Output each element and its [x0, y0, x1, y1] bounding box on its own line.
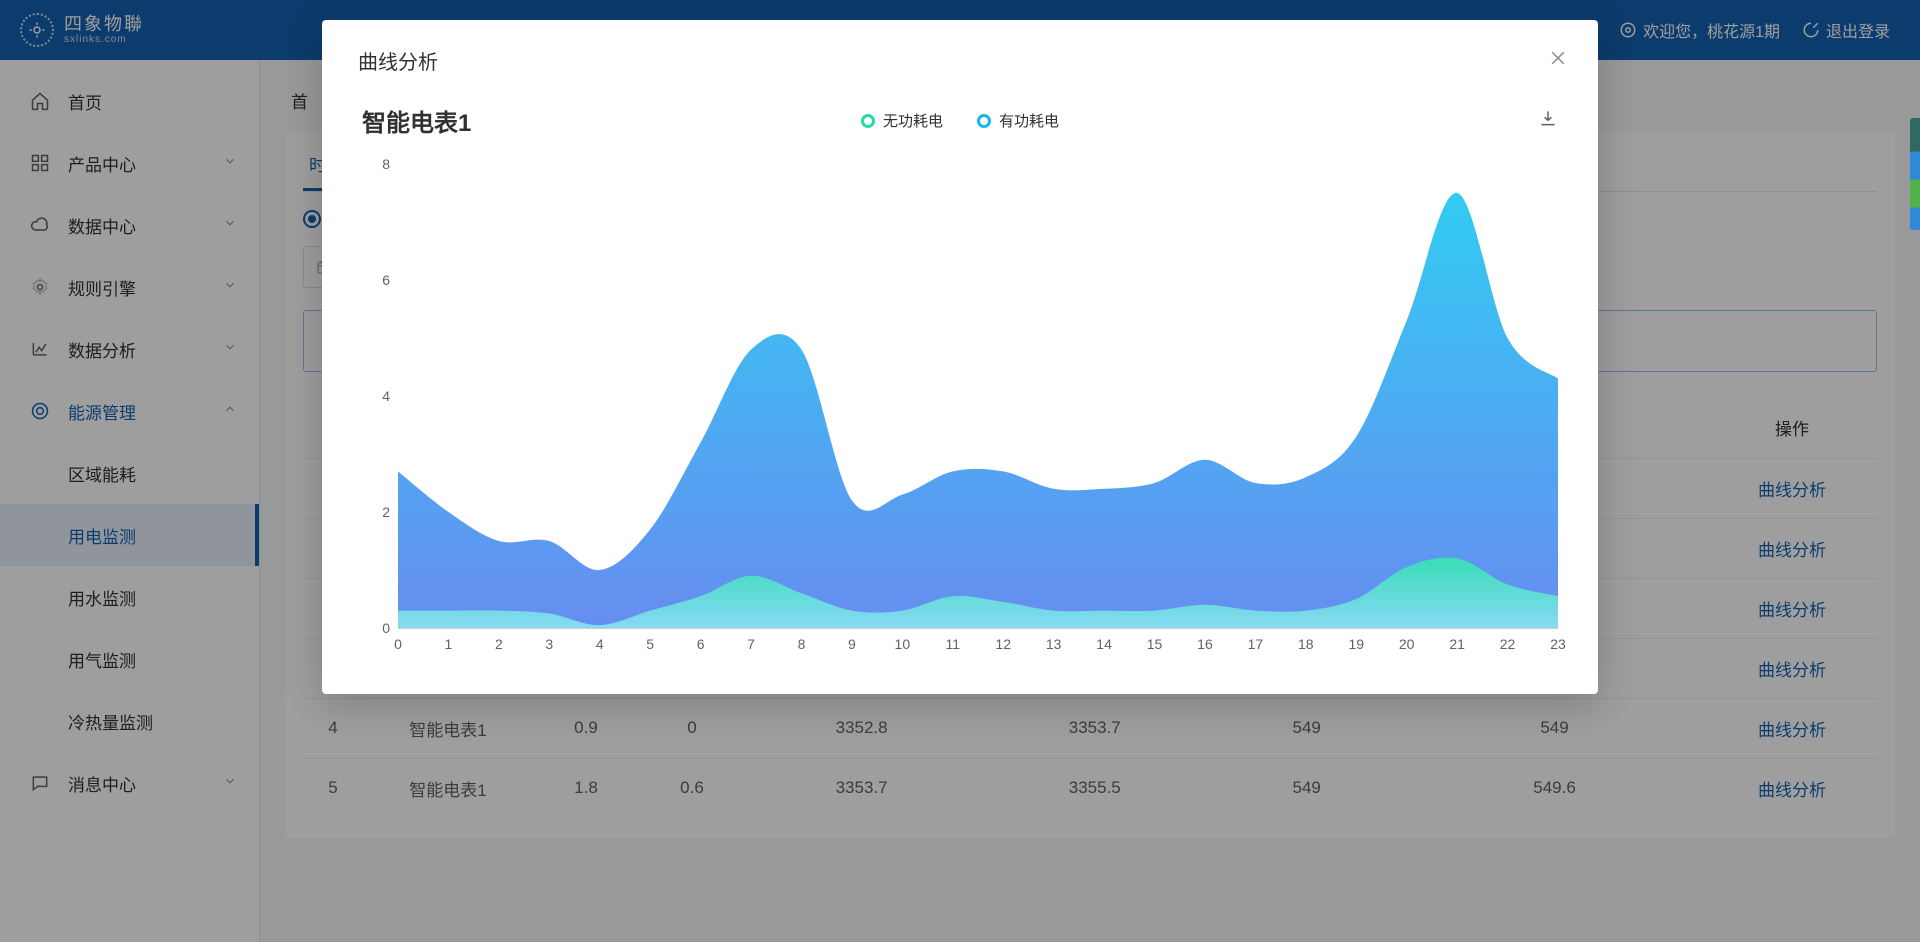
x-tick-label: 10 [895, 636, 911, 652]
x-tick-label: 13 [1046, 636, 1062, 652]
x-tick-label: 12 [995, 636, 1011, 652]
x-tick-label: 22 [1500, 636, 1516, 652]
y-tick-label: 8 [366, 156, 390, 172]
legend-item[interactable]: 有功耗电 [977, 110, 1059, 131]
x-tick-label: 16 [1197, 636, 1213, 652]
x-tick-label: 8 [798, 636, 806, 652]
x-tick-label: 3 [545, 636, 553, 652]
curve-analysis-modal: 曲线分析 智能电表1 无功耗电有功耗电 02468012345678910111… [322, 20, 1598, 694]
x-tick-label: 14 [1096, 636, 1112, 652]
modal-title: 曲线分析 [358, 46, 438, 75]
chart-title: 智能电表1 [362, 103, 471, 138]
x-tick-label: 2 [495, 636, 503, 652]
x-tick-label: 6 [697, 636, 705, 652]
y-tick-label: 2 [366, 504, 390, 520]
legend-item[interactable]: 无功耗电 [861, 110, 943, 131]
y-tick-label: 6 [366, 272, 390, 288]
close-icon[interactable] [1548, 48, 1568, 73]
x-tick-label: 23 [1550, 636, 1566, 652]
x-tick-label: 18 [1298, 636, 1314, 652]
x-tick-label: 21 [1449, 636, 1465, 652]
x-tick-label: 15 [1147, 636, 1163, 652]
area-chart: 0246801234567891011121314151617181920212… [362, 164, 1558, 664]
x-tick-label: 5 [646, 636, 654, 652]
x-tick-label: 7 [747, 636, 755, 652]
y-tick-label: 0 [366, 620, 390, 636]
x-tick-label: 4 [596, 636, 604, 652]
x-tick-label: 9 [848, 636, 856, 652]
y-tick-label: 4 [366, 388, 390, 404]
x-tick-label: 19 [1348, 636, 1364, 652]
x-tick-label: 20 [1399, 636, 1415, 652]
x-tick-label: 11 [946, 636, 961, 652]
x-tick-label: 17 [1248, 636, 1264, 652]
x-tick-label: 0 [394, 636, 402, 652]
x-tick-label: 1 [445, 636, 453, 652]
window-edge-decoration [1910, 118, 1920, 230]
download-icon[interactable] [1538, 108, 1558, 133]
chart-legend: 无功耗电 有功耗电 [861, 110, 1059, 131]
